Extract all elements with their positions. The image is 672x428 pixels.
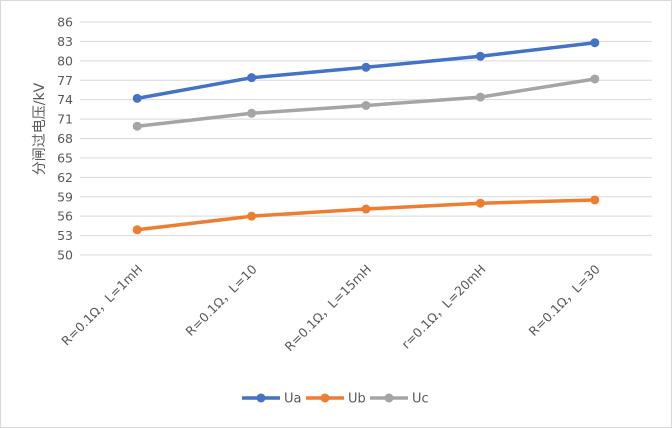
data-point-ua (132, 93, 142, 103)
x-tick-label: r=0.1Ω，L=20mH (398, 262, 488, 352)
data-point-uc (247, 108, 257, 118)
data-point-ub (475, 198, 485, 208)
data-point-ua (361, 62, 371, 72)
data-point-ub (590, 195, 600, 205)
legend-label: Ub (348, 392, 366, 407)
y-tick-label: 50 (57, 248, 73, 263)
x-tick-label: R=0.1Ω，L=10 (182, 261, 259, 338)
y-tick-label: 80 (57, 53, 73, 68)
series-line-ub (135, 198, 597, 232)
gridlines (80, 21, 652, 256)
legend-item-uc: Uc (370, 392, 429, 407)
legend-swatch-marker (384, 393, 394, 403)
y-tick-label: 83 (57, 34, 73, 49)
data-point-uc (475, 92, 485, 102)
y-tick-label: 68 (57, 131, 73, 146)
x-tick-label: R=0.1Ω，L=15mH (281, 262, 374, 355)
y-tick-label: 62 (57, 170, 73, 185)
data-point-ub (247, 211, 257, 221)
data-point-ub (361, 204, 371, 214)
y-tick-label: 56 (57, 209, 73, 224)
legend-label: Uc (412, 392, 429, 407)
y-tick-label: 71 (57, 112, 73, 127)
data-point-uc (361, 100, 371, 110)
y-axis-label: 分闸过电压/kV (32, 82, 48, 175)
data-point-ub (132, 225, 142, 235)
data-point-ua (247, 73, 257, 83)
data-point-ua (590, 38, 600, 48)
legend-label: Ua (284, 392, 301, 407)
y-tick-label: 77 (57, 73, 73, 88)
y-tick-labels: 50 53 56 59 62 65 68 71 74 77 80 83 86 (57, 15, 73, 263)
legend-swatch-marker (320, 393, 330, 403)
legend-swatch-marker (256, 393, 266, 403)
x-tick-label: R=0.1Ω，L=1mH (58, 262, 145, 349)
y-tick-label: 74 (57, 92, 73, 107)
legend-item-ua: Ua (242, 392, 301, 407)
x-tick-label: R=0.1Ω，L=30 (526, 261, 603, 338)
y-tick-label: 86 (57, 15, 73, 30)
data-point-uc (132, 121, 142, 131)
series-points (132, 38, 600, 235)
data-point-ua (475, 51, 485, 61)
legend: Ua Ub Uc (242, 392, 429, 407)
y-tick-label: 65 (57, 150, 73, 165)
legend-item-ub: Ub (306, 392, 366, 407)
y-tick-label: 53 (57, 228, 73, 243)
x-tick-labels: R=0.1Ω，L=1mH R=0.1Ω，L=10 R=0.1Ω，L=15mH r=0.… (58, 261, 603, 354)
y-tick-label: 59 (57, 189, 73, 204)
data-point-uc (590, 74, 600, 84)
